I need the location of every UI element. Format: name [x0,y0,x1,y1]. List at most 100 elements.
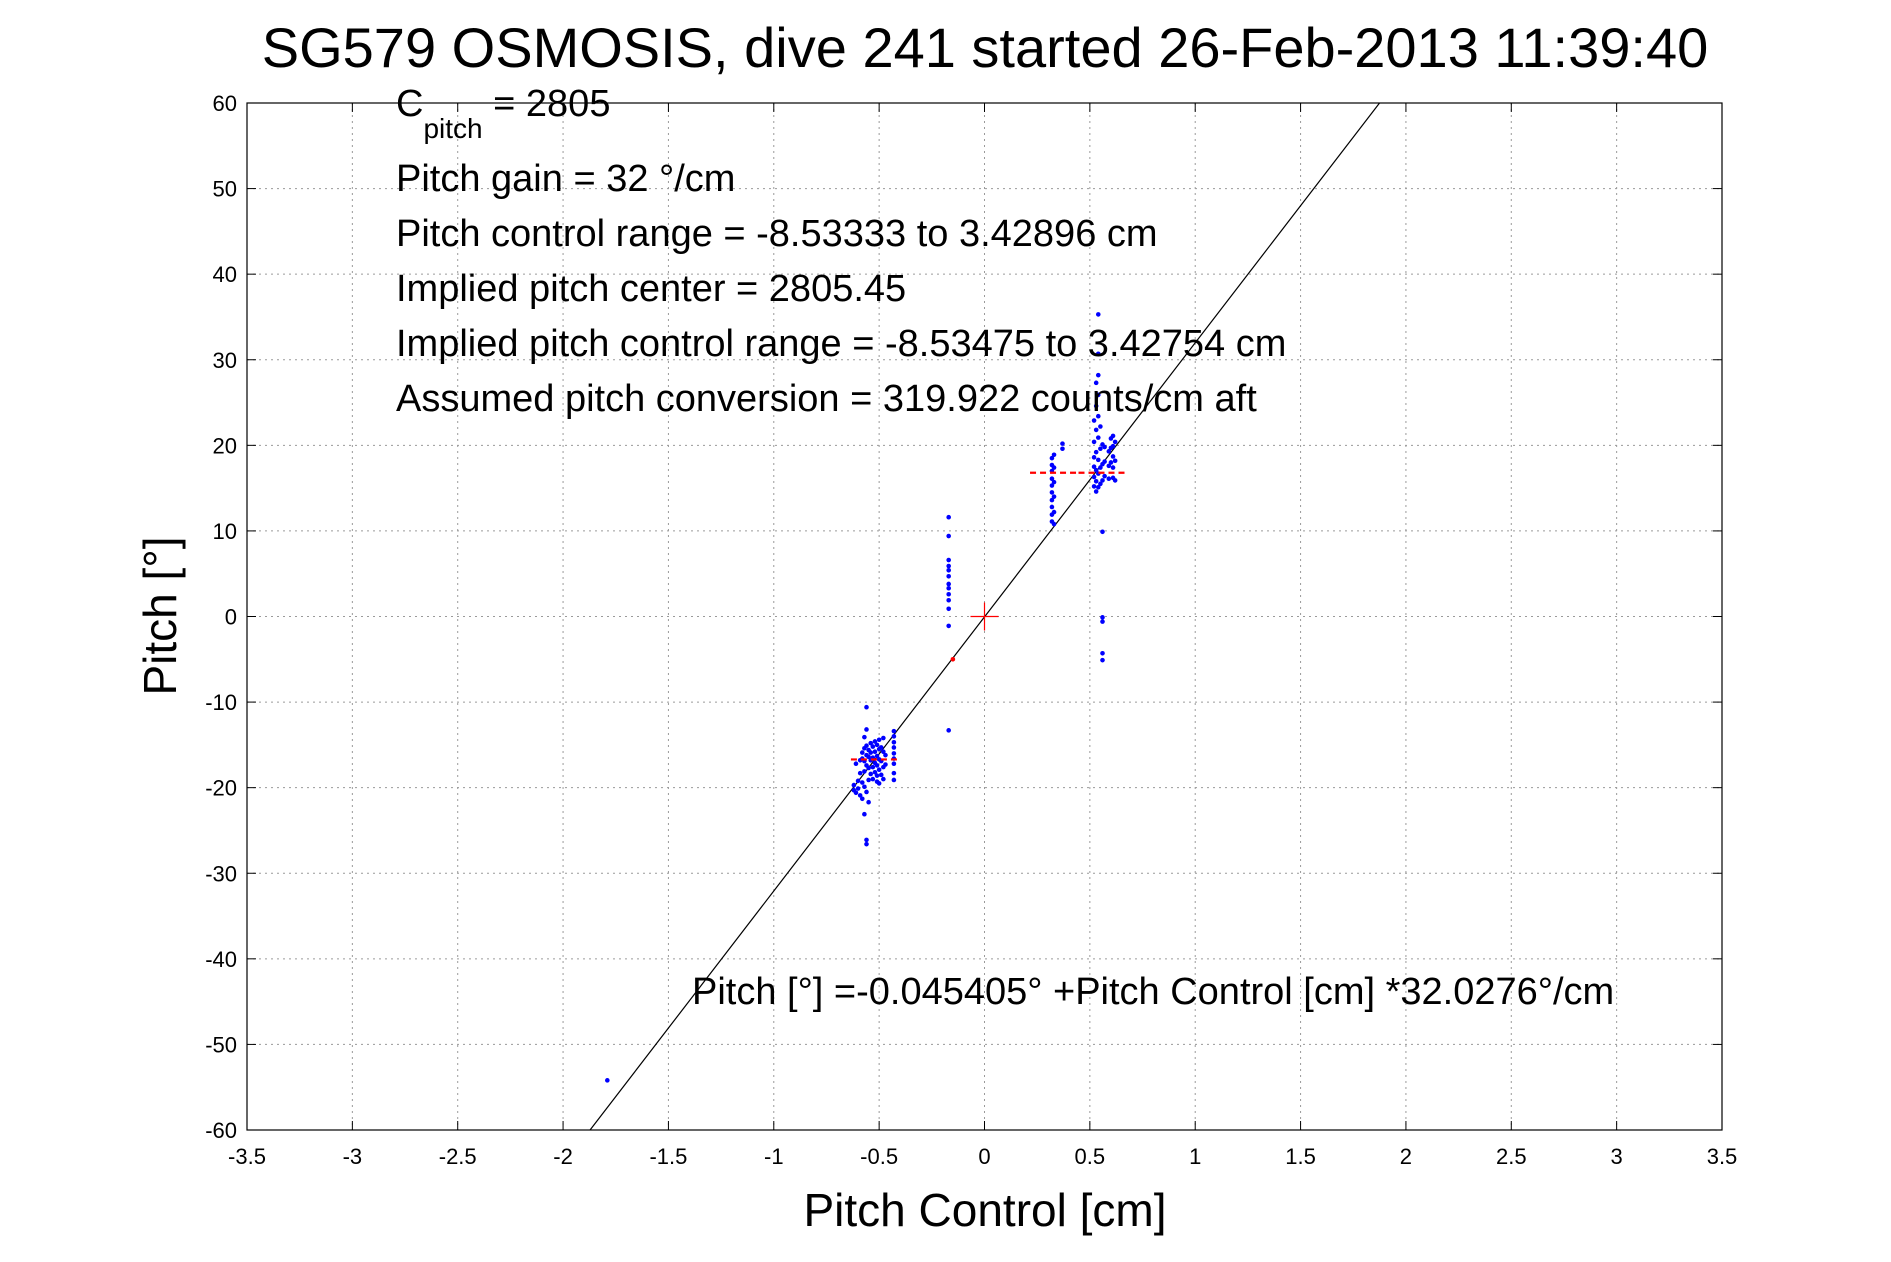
data-point [859,796,865,802]
c-pitch-subscript: pitch [423,113,482,144]
data-point [1112,458,1118,464]
data-point [1110,454,1116,459]
data-point [868,771,874,777]
data-point [1049,483,1055,488]
data-point [1098,465,1103,470]
data-point [605,1078,610,1083]
data-point [1093,403,1099,409]
data-point [881,735,886,741]
data-point [866,754,871,760]
data-point [874,773,880,778]
data-point [1049,497,1055,503]
data-point [872,739,878,744]
data-point [862,811,867,817]
y-tick-label: 60 [213,91,237,116]
data-point [1051,494,1057,499]
pitch-gain-annotation: Pitch gain = 32 °/cm [396,158,735,200]
data-point [862,734,867,740]
data-point [1106,476,1112,482]
data-point [1091,418,1097,423]
data-point [1051,521,1057,527]
x-tick-label: -3.5 [228,1144,266,1169]
data-point [1093,449,1099,455]
implied-pitch-control-range-annotation: Implied pitch control range = -8.53475 t… [396,323,1286,365]
data-point [1098,481,1103,487]
x-tick-label: 2 [1400,1144,1412,1169]
data-point [946,597,951,603]
data-point [870,776,876,782]
data-point [891,761,897,767]
data-point [1095,435,1101,440]
data-point [883,762,888,767]
fit-equation-annotation: Pitch [°] =-0.045405° +Pitch Control [cm… [692,971,1614,1013]
data-point [866,765,871,771]
data-point [946,533,951,539]
y-tick-label: 0 [225,605,237,630]
data-point [1095,372,1101,378]
data-point [1102,473,1107,479]
data-point [857,770,863,776]
data-point [864,837,869,843]
data-point [864,704,869,710]
data-point [1091,464,1097,470]
data-point [1049,476,1055,482]
data-point [1106,463,1112,469]
data-point [1095,392,1101,398]
chart-title: SG579 OSMOSIS, dive 241 started 26-Feb-2… [262,16,1708,79]
x-tick-label: -3 [343,1144,363,1169]
y-tick-label: 30 [213,348,237,373]
data-point [1110,443,1116,449]
data-point [862,784,867,790]
data-point [876,781,882,786]
data-point [1102,444,1107,450]
c-pitch-value: = 2805 [483,83,611,125]
data-point [851,782,857,788]
y-tick-label: -40 [205,947,237,972]
data-point [1060,446,1065,452]
data-point [866,799,871,805]
x-tick-label: 0.5 [1075,1144,1106,1169]
data-point [891,777,897,783]
data-point [1051,465,1057,470]
y-tick-label: 50 [213,177,237,202]
data-point [1110,433,1116,439]
data-point [1049,455,1055,461]
data-point [891,740,897,745]
data-point [1049,490,1055,495]
data-point [874,763,880,768]
implied-pitch-center-annotation: Implied pitch center = 2805.45 [396,268,906,310]
data-point [946,728,951,733]
data-point [855,778,861,784]
data-point [1049,504,1055,510]
data-point [1112,439,1118,445]
data-point [1095,484,1101,490]
data-point [1106,449,1112,454]
y-tick-label: -50 [205,1032,237,1057]
data-point [1093,489,1099,494]
x-tick-labels: -3.5 -3 -2.5 -2 -1.5 -1 -0.5 0 0.5 1 1.5 2 2.5 3 3.5 [228,1144,1737,1169]
data-point [946,585,951,591]
data-point [857,793,863,798]
x-tick-label: 2.5 [1496,1144,1527,1169]
data-point [946,563,951,569]
x-tick-label: 3.5 [1707,1144,1738,1169]
data-point [891,728,897,734]
data-point [878,745,884,750]
data-point [891,745,897,750]
x-tick-label: 0 [978,1144,990,1169]
data-point [891,734,897,739]
data-point [1098,424,1103,429]
data-point [1051,509,1057,515]
data-point [1095,351,1101,357]
x-tick-label: 3 [1611,1144,1623,1169]
data-point [870,764,876,770]
data-point [868,740,874,746]
data-point [1100,657,1105,663]
data-point [1095,457,1101,463]
data-point [946,623,951,629]
data-point [946,573,951,579]
data-point [864,727,869,732]
data-point [872,769,878,775]
data-point [1100,615,1105,620]
